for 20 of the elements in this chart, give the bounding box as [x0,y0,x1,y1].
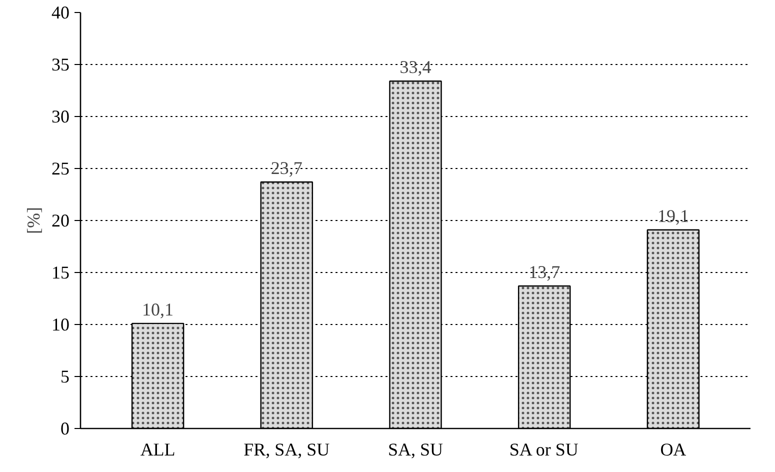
y-tick-label: 20 [52,210,70,230]
y-tick-label: 30 [52,106,70,126]
x-tick-label: OA [660,440,686,460]
y-tick-label: 10 [52,314,70,334]
x-tick-label: SA, SU [388,440,444,460]
y-tick-label: 35 [52,54,70,74]
data-label: 33,4 [400,57,432,78]
y-tick-label: 40 [52,2,70,22]
x-tick-label: ALL [140,440,176,460]
y-tick-label: 0 [60,418,70,438]
data-label: 19,1 [657,206,689,226]
data-label: 10,1 [142,299,174,320]
y-tick-label: 5 [60,366,70,386]
x-tick-label: FR, SA, SU [244,440,330,460]
data-label: 13,7 [528,262,560,282]
data-label: 23,7 [270,158,302,178]
y-tick-label: 25 [52,158,70,178]
x-tick-label: SA or SU [509,440,578,460]
y-axis-title: [%] [24,207,44,234]
y-tick-label: 15 [52,262,70,282]
